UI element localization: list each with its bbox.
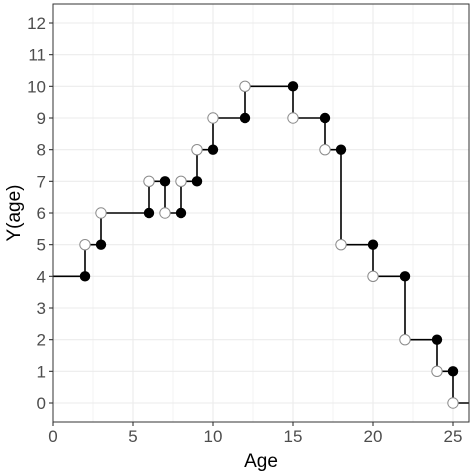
y-tick-label: 4 [37,267,46,286]
x-axis-title: Age [244,451,278,472]
open-point [367,270,379,283]
open-point [287,112,299,124]
filled-point [175,207,187,219]
series-step-line [53,85,469,404]
x-tick-label: 0 [48,427,57,446]
open-point [159,207,171,219]
open-point [447,397,459,409]
open-point [175,175,187,188]
open-point [143,175,155,188]
open-point [335,238,347,251]
y-tick-label: 7 [37,172,46,191]
y-tick-label: 12 [27,14,46,33]
open-point [207,112,219,124]
filled-point [287,81,299,92]
open-point [79,238,91,251]
y-tick-label: 3 [37,299,46,318]
y-tick-label: 0 [37,394,46,413]
y-tick-label: 10 [27,77,46,96]
axis-ticks [49,22,454,426]
y-tick-label: 6 [37,204,46,223]
filled-point [239,112,251,124]
y-tick-label: 11 [28,46,46,65]
open-point [191,143,203,156]
y-axis-title: Y(age) [4,184,25,241]
filled-point [191,176,203,187]
filled-point [335,144,347,155]
filled-point [367,239,379,250]
open-point [239,80,251,93]
filled-point [399,271,411,282]
filled-point [447,366,459,377]
y-tick-label: 9 [37,109,46,128]
filled-point [95,239,107,250]
filled-point [143,207,155,219]
filled-point [79,271,91,282]
open-point [431,365,443,378]
x-tick-label: 5 [128,427,137,446]
x-axis-tick-labels: 0 5 10 15 20 25 [48,427,462,446]
x-tick-label: 20 [364,427,383,446]
open-point [319,143,331,156]
open-point [95,207,107,219]
y-tick-label: 2 [37,331,46,350]
open-point [399,333,411,346]
y-tick-label: 8 [37,141,46,160]
filled-point [319,112,331,124]
y-tick-label: 1 [37,362,46,381]
filled-point [159,176,171,187]
x-tick-label: 25 [444,427,463,446]
x-tick-label: 10 [204,427,223,446]
step-line [53,85,469,404]
y-tick-label: 5 [37,236,46,255]
filled-point [431,334,443,345]
data-points [79,80,459,409]
filled-point [207,144,219,155]
x-tick-label: 15 [284,427,303,446]
